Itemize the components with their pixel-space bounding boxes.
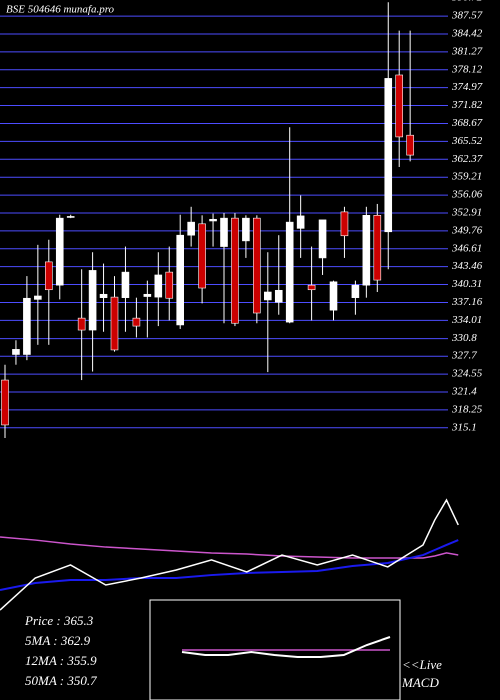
indicator-label: 5MA : 362.9 (25, 633, 91, 648)
candle-body (1, 379, 9, 426)
y-tick-label: 384.42 (451, 28, 483, 40)
indicator-label: MACD (401, 675, 439, 690)
y-tick-label: 374.97 (451, 81, 483, 93)
candle-body (12, 349, 20, 355)
y-tick-label: 343.46 (451, 260, 483, 272)
y-tick-label: 378.12 (451, 63, 483, 75)
y-tick-label: 318.25 (451, 403, 483, 415)
indicator-label: 50MA : 350.7 (25, 673, 97, 688)
candle-body (285, 221, 294, 323)
candle-body (209, 218, 217, 222)
y-tick-label: 387.57 (451, 10, 483, 22)
candle-body (132, 317, 141, 327)
y-tick-label: 340.31 (451, 278, 482, 290)
candle-body (77, 317, 86, 331)
y-tick-label: 362.37 (451, 153, 483, 165)
candle-body (143, 293, 152, 297)
candle-body (340, 211, 349, 237)
macd-frame (149, 599, 401, 700)
candle-body (253, 217, 261, 314)
y-tick-label: 368.67 (451, 117, 483, 129)
candle-body (318, 219, 327, 259)
chart-title: BSE 504646 munafa.pro (6, 4, 115, 16)
candle-body (44, 261, 53, 291)
candle-body (373, 215, 382, 281)
candle-body (242, 217, 250, 242)
candle-body (110, 296, 119, 351)
candle-body (384, 78, 393, 233)
y-tick-label: 346.61 (451, 242, 482, 254)
y-tick-label: 330.8 (451, 332, 477, 344)
y-tick-label: 315.1 (451, 421, 477, 433)
indicator-line (0, 536, 459, 559)
candle-body (296, 215, 305, 229)
candle-body (99, 293, 108, 298)
candle-body (121, 271, 130, 298)
y-tick-label: 337.16 (451, 296, 483, 308)
y-tick-label: 327.7 (451, 350, 477, 362)
candle-body (351, 284, 360, 298)
candle-body (176, 234, 184, 326)
candle-body (66, 216, 75, 218)
candle-body (198, 223, 206, 289)
candle-body (406, 134, 414, 156)
indicator-label: Price : 365.3 (24, 613, 94, 628)
y-tick-label: 352.91 (451, 207, 482, 219)
y-tick-label: 381.27 (451, 45, 483, 57)
candle-body (187, 221, 195, 236)
y-tick-label: 365.52 (451, 135, 483, 147)
candle-body (88, 270, 97, 331)
y-tick-label: 356.06 (451, 189, 483, 201)
candle-body (23, 297, 31, 355)
candle-body (165, 271, 174, 299)
candle-body (395, 74, 404, 138)
indicator-label: 12MA : 355.9 (25, 653, 97, 668)
candle-body (329, 281, 338, 311)
indicator-line (0, 539, 459, 592)
candle-body (263, 291, 272, 301)
candle-body (274, 289, 283, 303)
y-tick-label: 359.21 (451, 171, 482, 183)
y-tick-label: 349.76 (451, 224, 483, 236)
candle-body (34, 295, 42, 300)
indicator-line (181, 636, 391, 658)
y-tick-label: 324.55 (451, 368, 483, 380)
candle-body (55, 217, 64, 286)
candle-body (362, 215, 371, 286)
candle-body (220, 217, 228, 247)
y-tick-label: 371.82 (451, 99, 483, 111)
indicator-line (0, 498, 459, 611)
candle-body (231, 217, 239, 324)
y-tick-label: 321.4 (451, 386, 477, 398)
candle-body (307, 284, 316, 291)
y-tick-label: 334.01 (451, 314, 482, 326)
candle-body (154, 274, 163, 298)
indicator-label: <<Live (402, 657, 442, 672)
y-tick-label: 390.72 (451, 0, 483, 4)
